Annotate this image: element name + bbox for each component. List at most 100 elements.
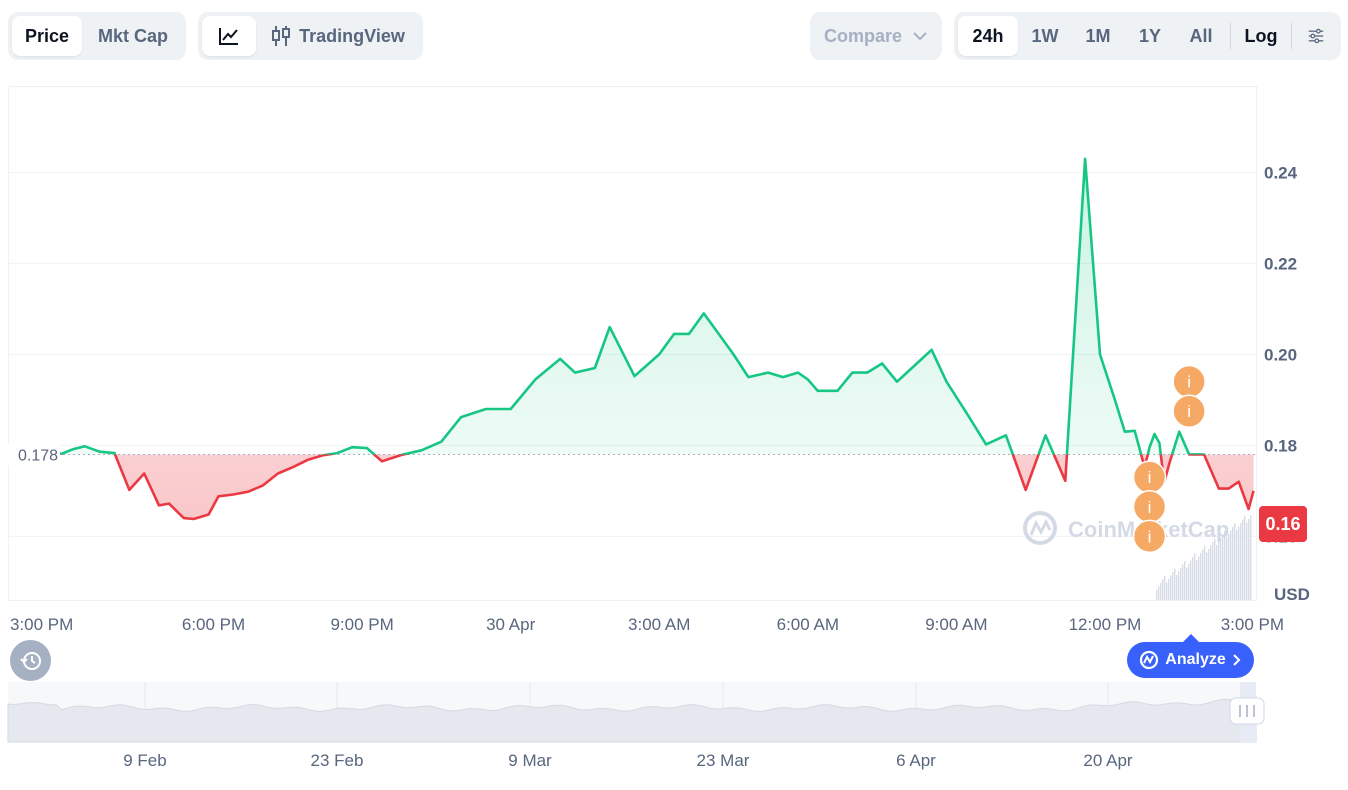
chevron-right-icon xyxy=(1233,654,1241,666)
price-line xyxy=(10,157,1255,521)
watermark: CoinMarketCap xyxy=(1023,511,1229,545)
volume-bar xyxy=(1210,545,1212,600)
navigator-area xyxy=(7,695,1257,743)
volume-bar xyxy=(1242,519,1244,600)
event-marker-label: i xyxy=(1148,468,1152,487)
event-marker[interactable]: i xyxy=(1132,519,1167,554)
x-tick-label: 12:00 PM xyxy=(1069,615,1142,634)
x-tick-label: 9:00 PM xyxy=(330,615,393,634)
x-tick-label: 3:00 PM xyxy=(10,615,73,634)
volume-bar xyxy=(1178,571,1180,600)
volume-bar xyxy=(1218,541,1220,600)
volume-bar xyxy=(1164,576,1166,600)
tradingview-button[interactable]: TradingView xyxy=(258,16,418,56)
event-marker-label: i xyxy=(1187,402,1191,421)
range-divider xyxy=(1230,23,1231,49)
volume-bar xyxy=(1216,545,1218,600)
tab-mkt-cap[interactable]: Mkt Cap xyxy=(97,25,168,46)
compare-dropdown[interactable]: Compare xyxy=(810,12,942,60)
price-chart[interactable]: CoinMarketCap 0.24 0.22 0.20 0.18 0.16 3:00 … xyxy=(0,80,1348,640)
volume-bar xyxy=(1180,568,1182,600)
range-navigator[interactable]: 9 Feb 23 Feb 9 Mar 23 Mar 6 Apr 20 Apr xyxy=(0,680,1348,790)
volume-bar xyxy=(1200,553,1202,600)
volume-bar xyxy=(1174,568,1176,600)
volume-bar xyxy=(1232,527,1234,600)
chart-settings-button[interactable] xyxy=(1296,16,1336,56)
range-toggle: 24h 1W 1M 1Y All Log xyxy=(954,12,1341,60)
range-1y[interactable]: 1Y xyxy=(1138,25,1162,46)
navigator-date-label: 9 Mar xyxy=(508,751,552,770)
volume-bar xyxy=(1250,515,1252,600)
plot-frame xyxy=(8,86,1257,601)
x-tick-label: 3:00 AM xyxy=(628,615,690,634)
x-tick-label: 3:00 PM xyxy=(1221,615,1284,634)
volume-bar xyxy=(1158,586,1160,600)
navigator-date-label: 20 Apr xyxy=(1083,751,1132,770)
x-axis-labels: 3:00 PM 6:00 PM 9:00 PM 30 Apr 3:00 AM 6:00 A… xyxy=(10,615,1284,634)
analyze-label: Analyze xyxy=(1165,651,1226,668)
baseline-tag-label: 0.178 xyxy=(18,447,58,464)
event-marker[interactable]: i xyxy=(1132,490,1167,524)
line-chart-button[interactable] xyxy=(202,16,256,56)
range-1w[interactable]: 1W xyxy=(1031,25,1059,46)
analyze-button[interactable]: Analyze xyxy=(1127,642,1254,678)
info-marker-icon xyxy=(1172,394,1206,428)
event-marker[interactable]: i xyxy=(1172,394,1206,428)
volume-bar xyxy=(1176,575,1178,600)
event-marker[interactable]: i xyxy=(1172,364,1206,399)
volume-bar xyxy=(1226,537,1228,600)
volume-bar xyxy=(1236,530,1238,600)
navigator-date-label: 6 Apr xyxy=(896,751,936,770)
price-line-up xyxy=(26,157,1206,455)
range-all[interactable]: All xyxy=(1189,25,1213,46)
info-marker-icon xyxy=(1132,519,1167,554)
replay-button[interactable] xyxy=(10,640,51,681)
log-scale-button[interactable]: Log xyxy=(1244,25,1278,46)
candlestick-icon xyxy=(272,26,291,46)
volume-bar xyxy=(1214,538,1216,600)
volume-bar xyxy=(1198,556,1200,600)
volume-bar xyxy=(1156,590,1158,600)
volume-bar xyxy=(1244,516,1246,600)
volume-bar xyxy=(1234,523,1236,600)
volume-bars xyxy=(1156,515,1252,600)
analyze-caret xyxy=(1183,634,1199,642)
volume-bar xyxy=(1230,530,1232,600)
navigator-date-label: 23 Feb xyxy=(311,751,364,770)
range-1m[interactable]: 1M xyxy=(1085,25,1111,46)
range-24h[interactable]: 24h xyxy=(958,16,1018,56)
navigator-handle[interactable] xyxy=(1229,697,1265,725)
volume-bar xyxy=(1204,546,1206,600)
volume-bar xyxy=(1228,534,1230,600)
y-tick-label: 0.20 xyxy=(1264,345,1297,364)
volume-bar xyxy=(1224,531,1226,600)
volume-bar xyxy=(1220,538,1222,600)
navigator-date-label: 23 Mar xyxy=(697,751,750,770)
event-marker[interactable]: i xyxy=(1132,460,1167,494)
current-price-label: 0.16 xyxy=(1265,514,1300,534)
volume-bar xyxy=(1246,522,1248,600)
settings-divider xyxy=(1291,23,1292,49)
volume-bar xyxy=(1192,557,1194,600)
volume-bar xyxy=(1222,534,1224,600)
y-tick-label: 0.22 xyxy=(1264,254,1297,273)
history-icon xyxy=(19,651,41,670)
volume-bar xyxy=(1240,523,1242,600)
price-line-down xyxy=(10,454,1255,521)
volume-bar xyxy=(1162,579,1164,600)
sliders-icon xyxy=(1308,28,1324,44)
volume-bar xyxy=(1208,549,1210,600)
volume-bar xyxy=(1184,561,1186,600)
volume-bar xyxy=(1186,567,1188,600)
volume-bar xyxy=(1202,549,1204,600)
x-tick-label: 6:00 PM xyxy=(182,615,245,634)
volume-bar xyxy=(1190,560,1192,600)
y-tick-label: 0.24 xyxy=(1264,163,1298,182)
metric-toggle: Price Mkt Cap xyxy=(8,12,186,60)
baseline-tag xyxy=(8,443,60,466)
volume-bar xyxy=(1194,553,1196,600)
volume-bar xyxy=(1172,572,1174,600)
tab-price[interactable]: Price xyxy=(12,16,82,56)
volume-bar xyxy=(1206,552,1208,600)
